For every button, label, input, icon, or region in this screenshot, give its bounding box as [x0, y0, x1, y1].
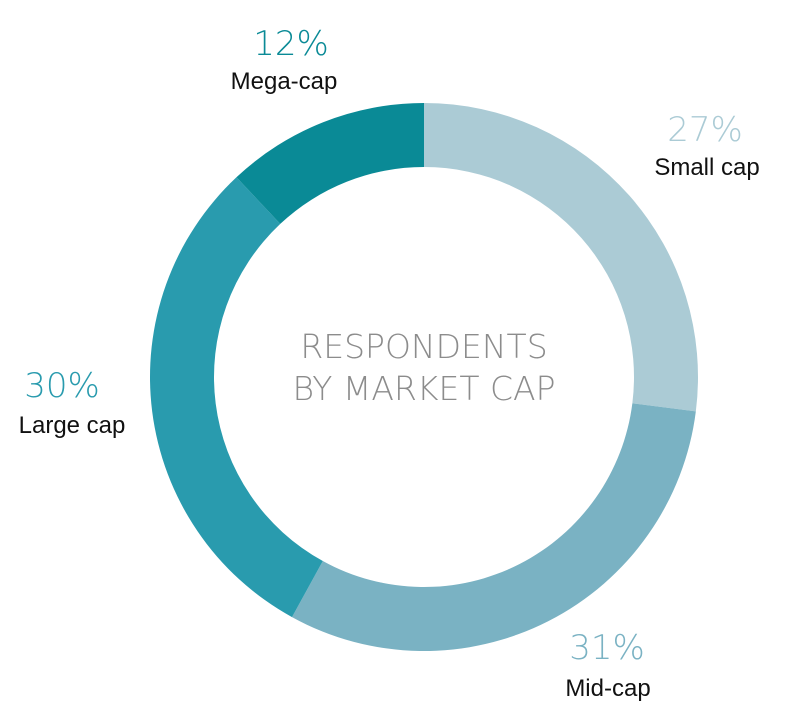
- slice-percent-label: 30%: [24, 366, 100, 406]
- slice-percent-label: 27%: [667, 110, 743, 150]
- donut-slice-small-cap: [424, 103, 698, 412]
- slice-category-label: Large cap: [19, 412, 126, 439]
- slice-category-label: Small cap: [654, 154, 759, 181]
- center-title-line-2: BY MARKET CAP: [292, 369, 555, 408]
- slice-category-label: Mid-cap: [565, 675, 650, 702]
- donut-slice-large-cap: [149, 177, 323, 618]
- slice-labels: 27% Small cap 31% Mid-cap 30% Large cap 12% Meg…: [19, 24, 760, 702]
- donut-slice-mid-cap: [291, 403, 696, 652]
- donut-slice-mega-cap: [236, 103, 424, 224]
- donut-slices: [149, 103, 698, 652]
- slice-percent-label: 31%: [569, 628, 645, 668]
- slice-category-label: Mega-cap: [231, 68, 338, 95]
- center-title-line-1: RESPONDENTS: [300, 327, 547, 366]
- slice-percent-label: 12%: [253, 24, 329, 64]
